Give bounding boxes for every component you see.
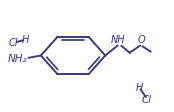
Text: NH₂: NH₂ [8,53,27,63]
Text: H: H [136,82,143,92]
Text: Cl: Cl [142,94,152,104]
Text: O: O [137,35,145,45]
Text: NH: NH [111,35,126,45]
Text: Cl: Cl [8,38,18,47]
Text: H: H [22,35,29,45]
